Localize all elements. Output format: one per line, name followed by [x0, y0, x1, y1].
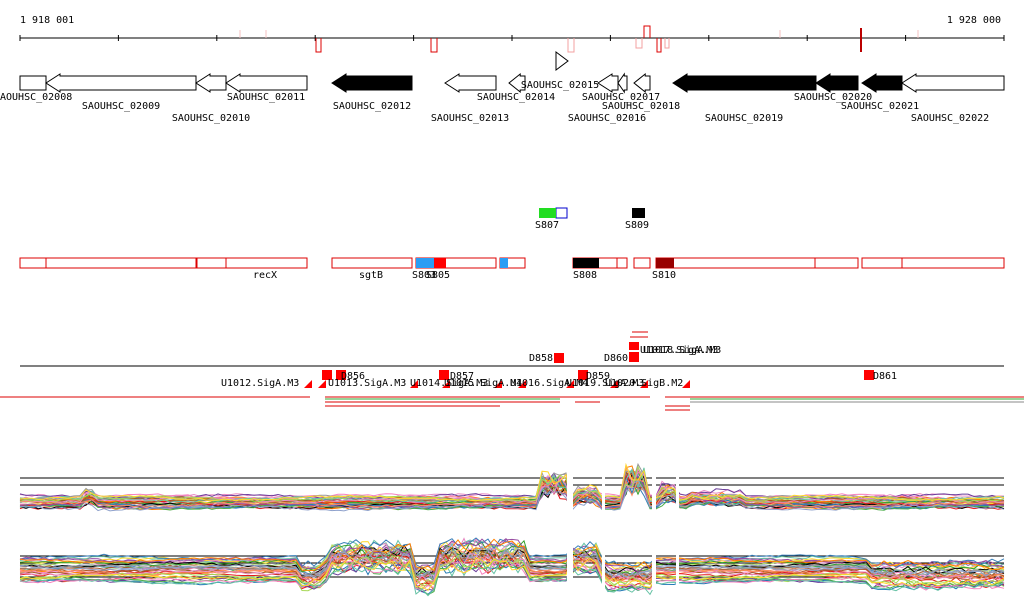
ncrna-label: U1015.SigA.M4 [444, 378, 522, 389]
gene-arrow[interactable] [861, 73, 903, 93]
gene-label: SAOUHSC_02009 [82, 101, 160, 112]
gene-label: AOUHSC_02008 [0, 92, 72, 103]
expression-profile-line [19, 467, 1005, 503]
gene-label: SAOUHSC_02011 [227, 92, 305, 103]
expression-profile-line [20, 537, 1005, 569]
segment-label: S809 [625, 220, 649, 231]
expression-profile-line [19, 553, 1005, 585]
expression-profile-line [19, 463, 1005, 500]
gene-label: SAOUHSC_02010 [172, 113, 250, 124]
ncrna-label: U1019.SigA.M3 [566, 378, 644, 389]
segment-block[interactable] [632, 208, 645, 218]
expression-profiles-top [19, 462, 1005, 512]
gene-label: SAOUHSC_02012 [333, 101, 411, 112]
gene-arrow[interactable] [555, 51, 569, 71]
gene-arrow[interactable] [195, 73, 227, 93]
gene-label: SAOUHSC_02020 [794, 92, 872, 103]
ncrna-label: D858 [529, 353, 553, 364]
segment-block[interactable] [434, 258, 446, 268]
segment-label: S807 [535, 220, 559, 231]
gene-arrow[interactable] [815, 73, 859, 93]
gene-label: SAOUHSC_02018 [602, 101, 680, 112]
expression-profile-line [19, 478, 1005, 508]
gene-label: SAOUHSC_02014 [477, 92, 555, 103]
axis-end-label: 1 928 000 [947, 15, 1001, 26]
ncrna-label: U1017.SigA.M3 [640, 345, 718, 356]
gene-track: AOUHSC_02008 SAOUHSC_02009 SAOUHSC_02010 SA… [0, 51, 1005, 124]
expression-profile-line [19, 544, 1005, 579]
gene-arrow[interactable] [331, 73, 413, 93]
gene-arrow[interactable] [617, 72, 628, 94]
expression-profile-line [19, 538, 1005, 574]
ncrna-label: U1016.SigA.M4 [510, 378, 588, 389]
ncrna-label: U1020.SigB.M2 [605, 378, 683, 389]
segment-label: S810 [652, 270, 676, 281]
ncrna-label: D860 [604, 353, 628, 364]
segment-block[interactable] [573, 258, 599, 268]
expression-profile-line [19, 465, 1005, 503]
gene-arrow[interactable] [672, 73, 817, 93]
gene-arrow[interactable] [45, 73, 197, 93]
expression-profile-line [19, 539, 1005, 578]
gene-label: SAOUHSC_02015 [521, 80, 599, 91]
segment-label: S805 [426, 270, 450, 281]
segment-block[interactable] [539, 208, 556, 218]
gene-label: SAOUHSC_02016 [568, 113, 646, 124]
ncrna-track: D858 D860 U1017.SigA.M3 U1018.SigA.M3 U1… [0, 331, 1024, 411]
expression-profile-line [19, 558, 1005, 593]
gene-label: SAOUHSC_02021 [841, 101, 919, 112]
gene-label: SAOUHSC_02019 [705, 113, 783, 124]
coordinate-axis: 1 918 001 1 928 000 [19, 15, 1005, 41]
gene-label: SAOUHSC_02017 [582, 92, 660, 103]
expression-profile-line [19, 462, 1005, 502]
axis-start-label: 1 918 001 [20, 15, 74, 26]
expression-profile-line [19, 544, 1005, 580]
segment-label: S808 [573, 270, 597, 281]
gene-arrow[interactable] [633, 72, 651, 94]
expression-profile-line [19, 547, 1005, 582]
expression-profile-line [19, 472, 1005, 504]
segment-feature-label: recX [253, 270, 277, 281]
gene-arrow[interactable] [444, 73, 497, 93]
expression-profile-line [19, 554, 1005, 587]
ncrna-label: U1014.SigA.M3 [410, 378, 488, 389]
ncrna-label: U1018.SigA.M3 [643, 345, 721, 356]
ncrna-label: U1012.SigA.M3 [221, 378, 299, 389]
gene-arrow[interactable] [597, 73, 619, 93]
axis-coverage-blips [239, 25, 919, 53]
expression-profile-line [19, 556, 1005, 591]
segment-block[interactable] [656, 258, 674, 268]
expression-profile-line [19, 480, 1005, 512]
expression-profile-track [19, 455, 1005, 597]
gene-arrow[interactable] [508, 72, 526, 94]
gene-arrow[interactable] [901, 73, 1005, 93]
segment-block[interactable] [416, 258, 434, 268]
segment-feature-label: sgtB [359, 270, 383, 281]
gene-arrow[interactable] [19, 75, 47, 91]
ncrna-label: D859 [586, 371, 610, 382]
gene-label: SAOUHSC_02013 [431, 113, 509, 124]
ncrna-label: D861 [873, 371, 897, 382]
ncrna-label: D856 [341, 371, 365, 382]
expression-profile-line [19, 474, 1005, 510]
gene-label: SAOUHSC_02022 [911, 113, 989, 124]
expression-profile-line [19, 538, 1005, 572]
segment-label: S803 [412, 270, 436, 281]
expression-profiles-bottom [19, 537, 1005, 597]
ncrna-label: U1013.SigA.M3 [328, 378, 406, 389]
gene-arrow[interactable] [225, 73, 308, 93]
ncrna-label: D857 [450, 371, 474, 382]
expression-profile-line [19, 537, 1004, 575]
